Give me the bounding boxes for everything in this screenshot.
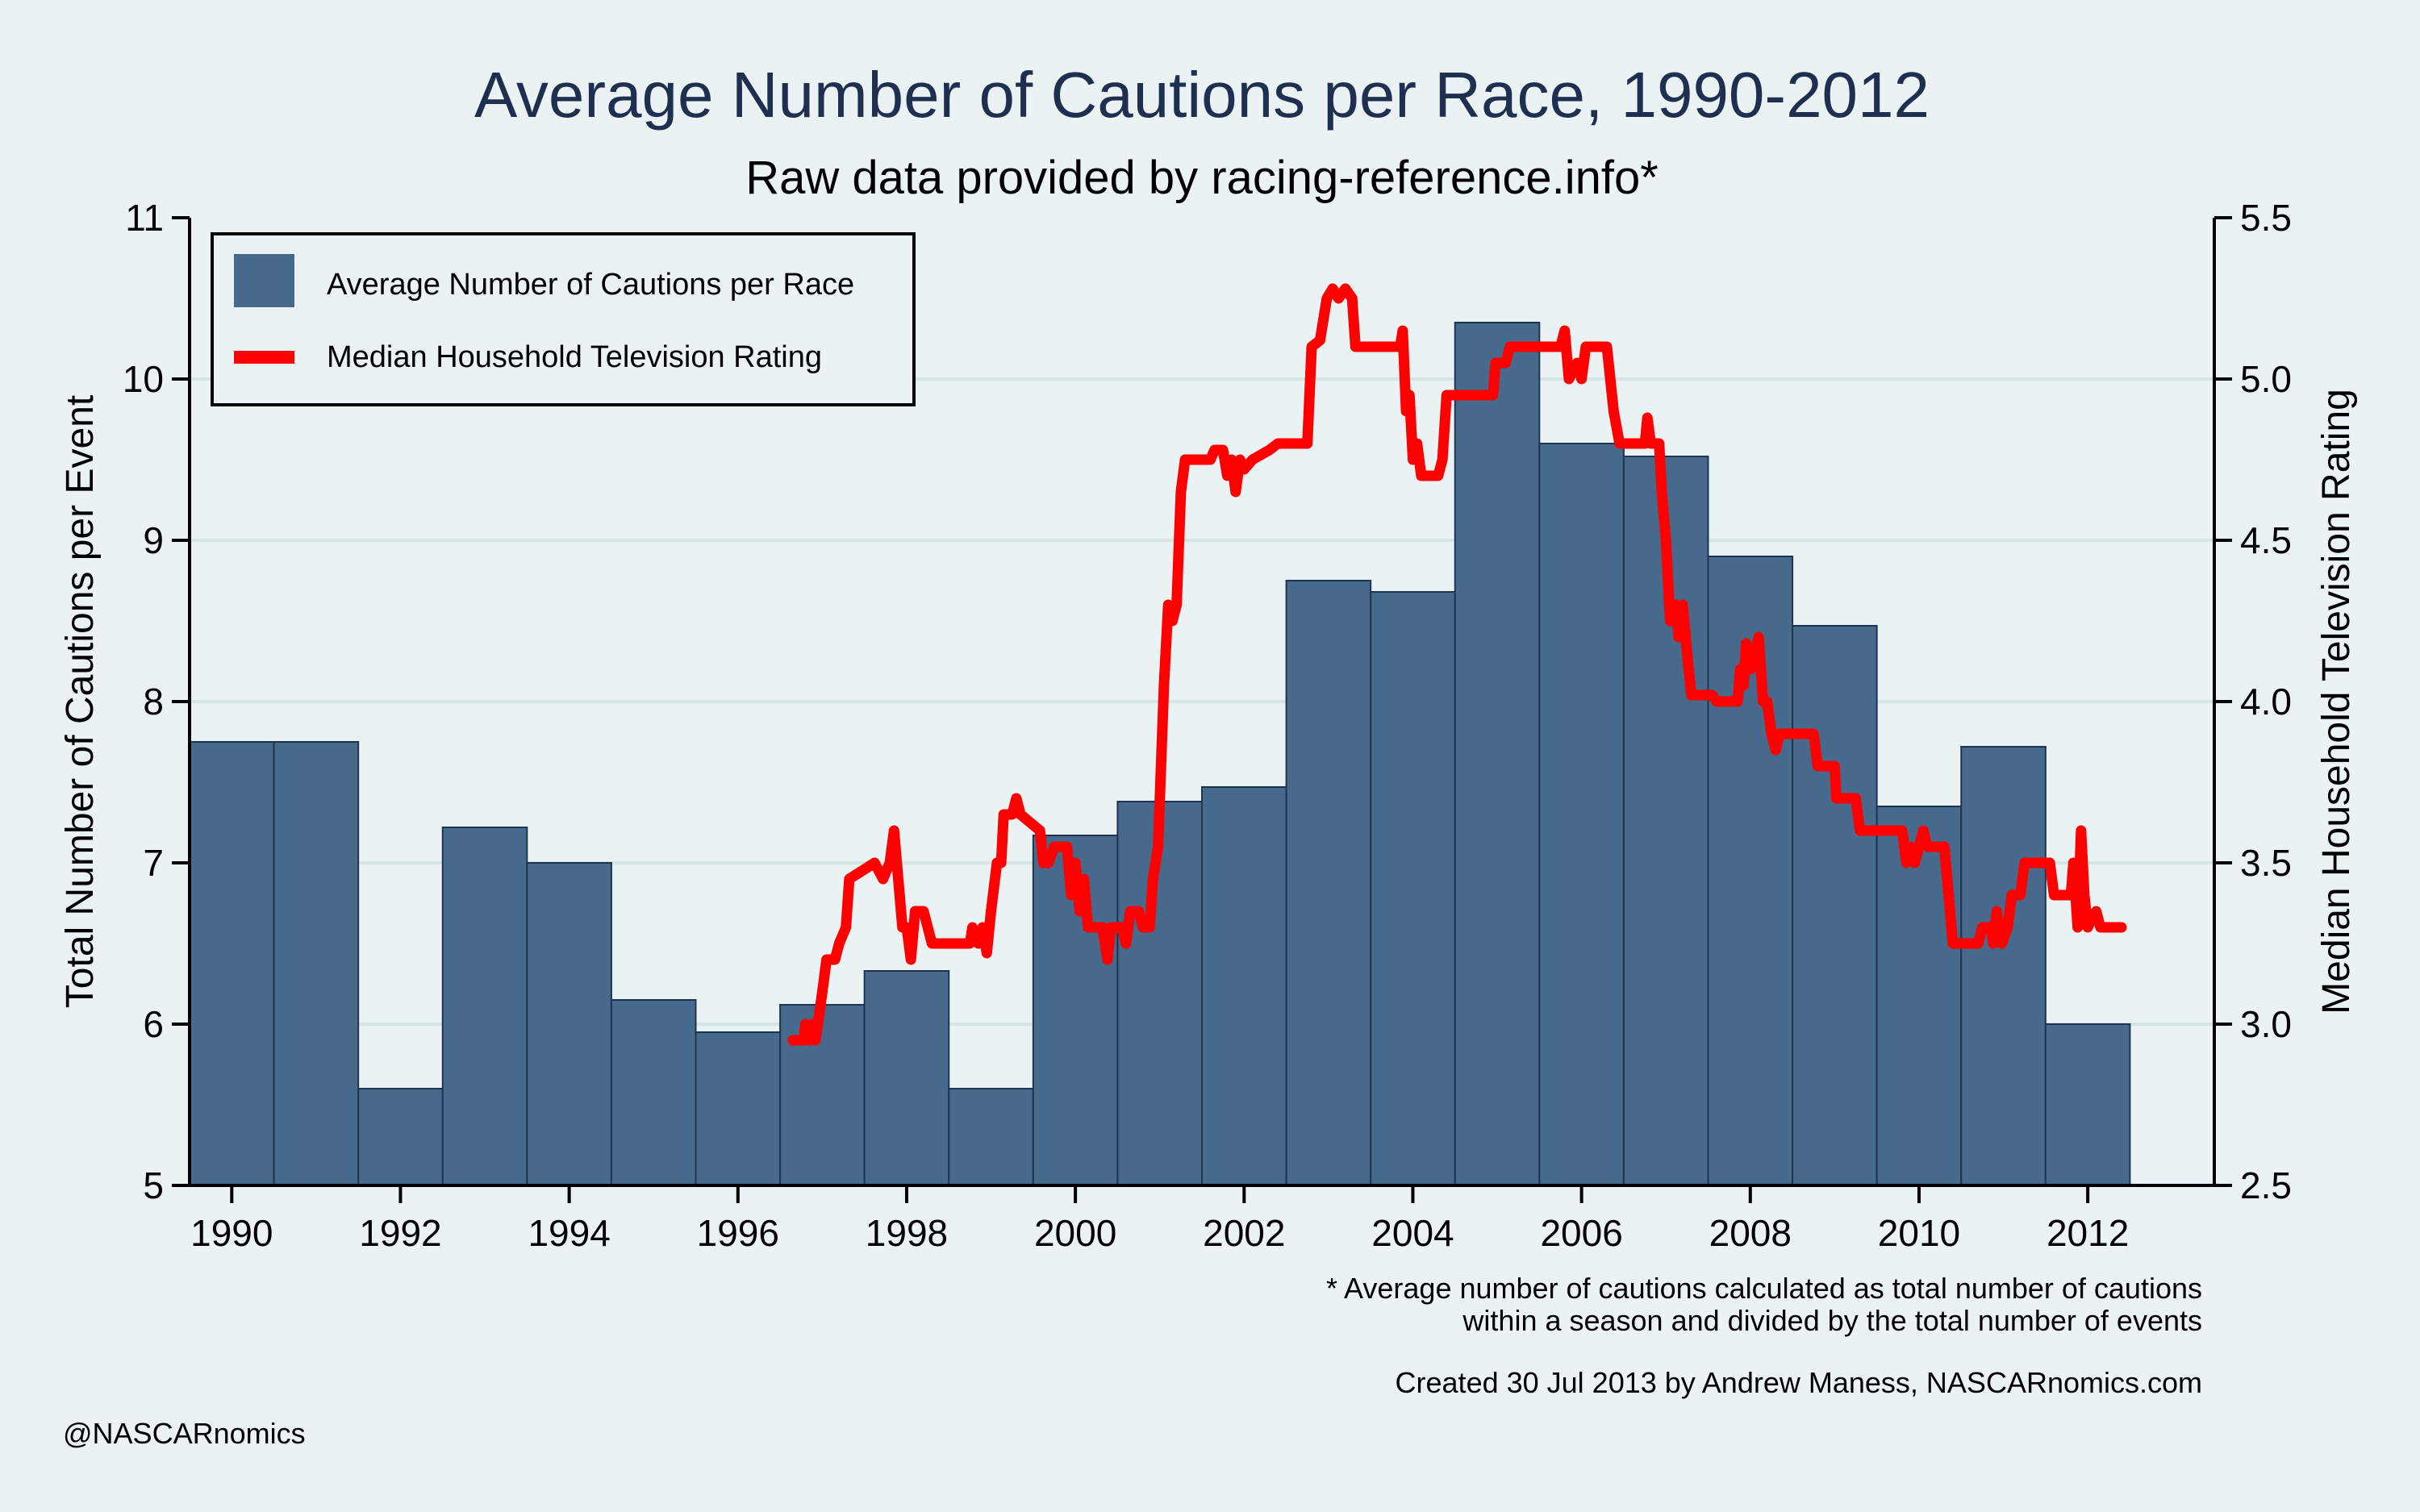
bar-1996 — [695, 1031, 782, 1186]
line-series — [787, 283, 2127, 1046]
bar-1998 — [863, 970, 950, 1186]
y-tick-label: 6 — [143, 1003, 164, 1045]
bar-2006 — [1538, 443, 1625, 1186]
y-tick-label: 8 — [143, 681, 164, 723]
x-tick-label: 1992 — [359, 1212, 441, 1254]
bar-2004 — [1370, 591, 1456, 1186]
bar-2003 — [1285, 580, 1372, 1186]
bar-1993 — [441, 827, 528, 1186]
x-tick-label: 1994 — [528, 1212, 610, 1254]
bar-series — [189, 322, 2131, 1186]
y2-tick-label: 5.0 — [2240, 358, 2292, 400]
twitter-handle: @NASCARnomics — [63, 1417, 306, 1450]
bar-1999 — [948, 1088, 1034, 1186]
bar-2002 — [1201, 786, 1287, 1186]
tv-rating-line — [787, 283, 2127, 1046]
y2-axis-title: Median Household Television Rating — [2315, 389, 2358, 1014]
footnote-line-2: within a season and divided by the total… — [1462, 1304, 2202, 1337]
legend-swatch-bar — [234, 254, 294, 307]
legend: Average Number of Cautions per Race Medi… — [211, 232, 916, 406]
bar-2011 — [1960, 746, 2047, 1186]
y-tick-label: 9 — [143, 519, 164, 561]
y2-tick-label: 4.0 — [2240, 681, 2292, 723]
y2-tick-label: 2.5 — [2240, 1164, 2292, 1206]
bar-2005 — [1454, 322, 1541, 1186]
bar-2009 — [1792, 625, 1878, 1186]
x-tick-label: 1990 — [190, 1212, 273, 1254]
credit-note: Created 30 Jul 2013 by Andrew Maness, NA… — [1396, 1366, 2202, 1399]
x-tick-label: 2012 — [2047, 1212, 2129, 1254]
chart-title: Average Number of Cautions per Race, 199… — [474, 59, 1930, 131]
y-tick-label: 10 — [123, 358, 164, 400]
x-tick-label: 1996 — [697, 1212, 779, 1254]
legend-label-line: Median Household Television Rating — [327, 340, 822, 374]
x-tick-label: 2006 — [1540, 1212, 1622, 1254]
bar-1997 — [779, 1004, 866, 1186]
y-axis-title: Total Number of Cautions per Event — [59, 395, 102, 1008]
bar-1991 — [273, 741, 360, 1186]
y2-tick-label: 4.5 — [2240, 519, 2292, 561]
bar-1992 — [357, 1088, 444, 1186]
bar-1990 — [189, 741, 275, 1186]
legend-label-bar: Average Number of Cautions per Race — [327, 268, 854, 302]
y2-tick-label: 3.0 — [2240, 1003, 2292, 1045]
y-tick-label: 7 — [143, 842, 164, 884]
bar-2012 — [2044, 1023, 2131, 1186]
x-tick-label: 1998 — [866, 1212, 948, 1254]
x-tick-label: 2004 — [1371, 1212, 1454, 1254]
y-tick-label: 5 — [143, 1164, 164, 1206]
chart-subtitle: Raw data provided by racing-reference.in… — [745, 152, 1659, 204]
bar-1994 — [526, 862, 612, 1186]
y2-tick-label: 3.5 — [2240, 842, 2292, 884]
y2-tick-label: 5.5 — [2240, 197, 2292, 239]
bar-1995 — [610, 999, 697, 1186]
x-tick-label: 2000 — [1034, 1212, 1116, 1254]
x-tick-label: 2010 — [1878, 1212, 1960, 1254]
axes: 5 6 7 8 9 10 11 2.5 3.0 3.5 4.0 4.5 5.0 5.5 1990 1992 19… — [123, 197, 2292, 1254]
legend-box — [211, 232, 916, 406]
y-tick-label: 11 — [125, 197, 164, 239]
x-tick-label: 2008 — [1709, 1212, 1792, 1254]
footnote-line-1: * Average number of cautions calculated … — [1326, 1272, 2202, 1305]
x-tick-label: 2002 — [1203, 1212, 1285, 1254]
